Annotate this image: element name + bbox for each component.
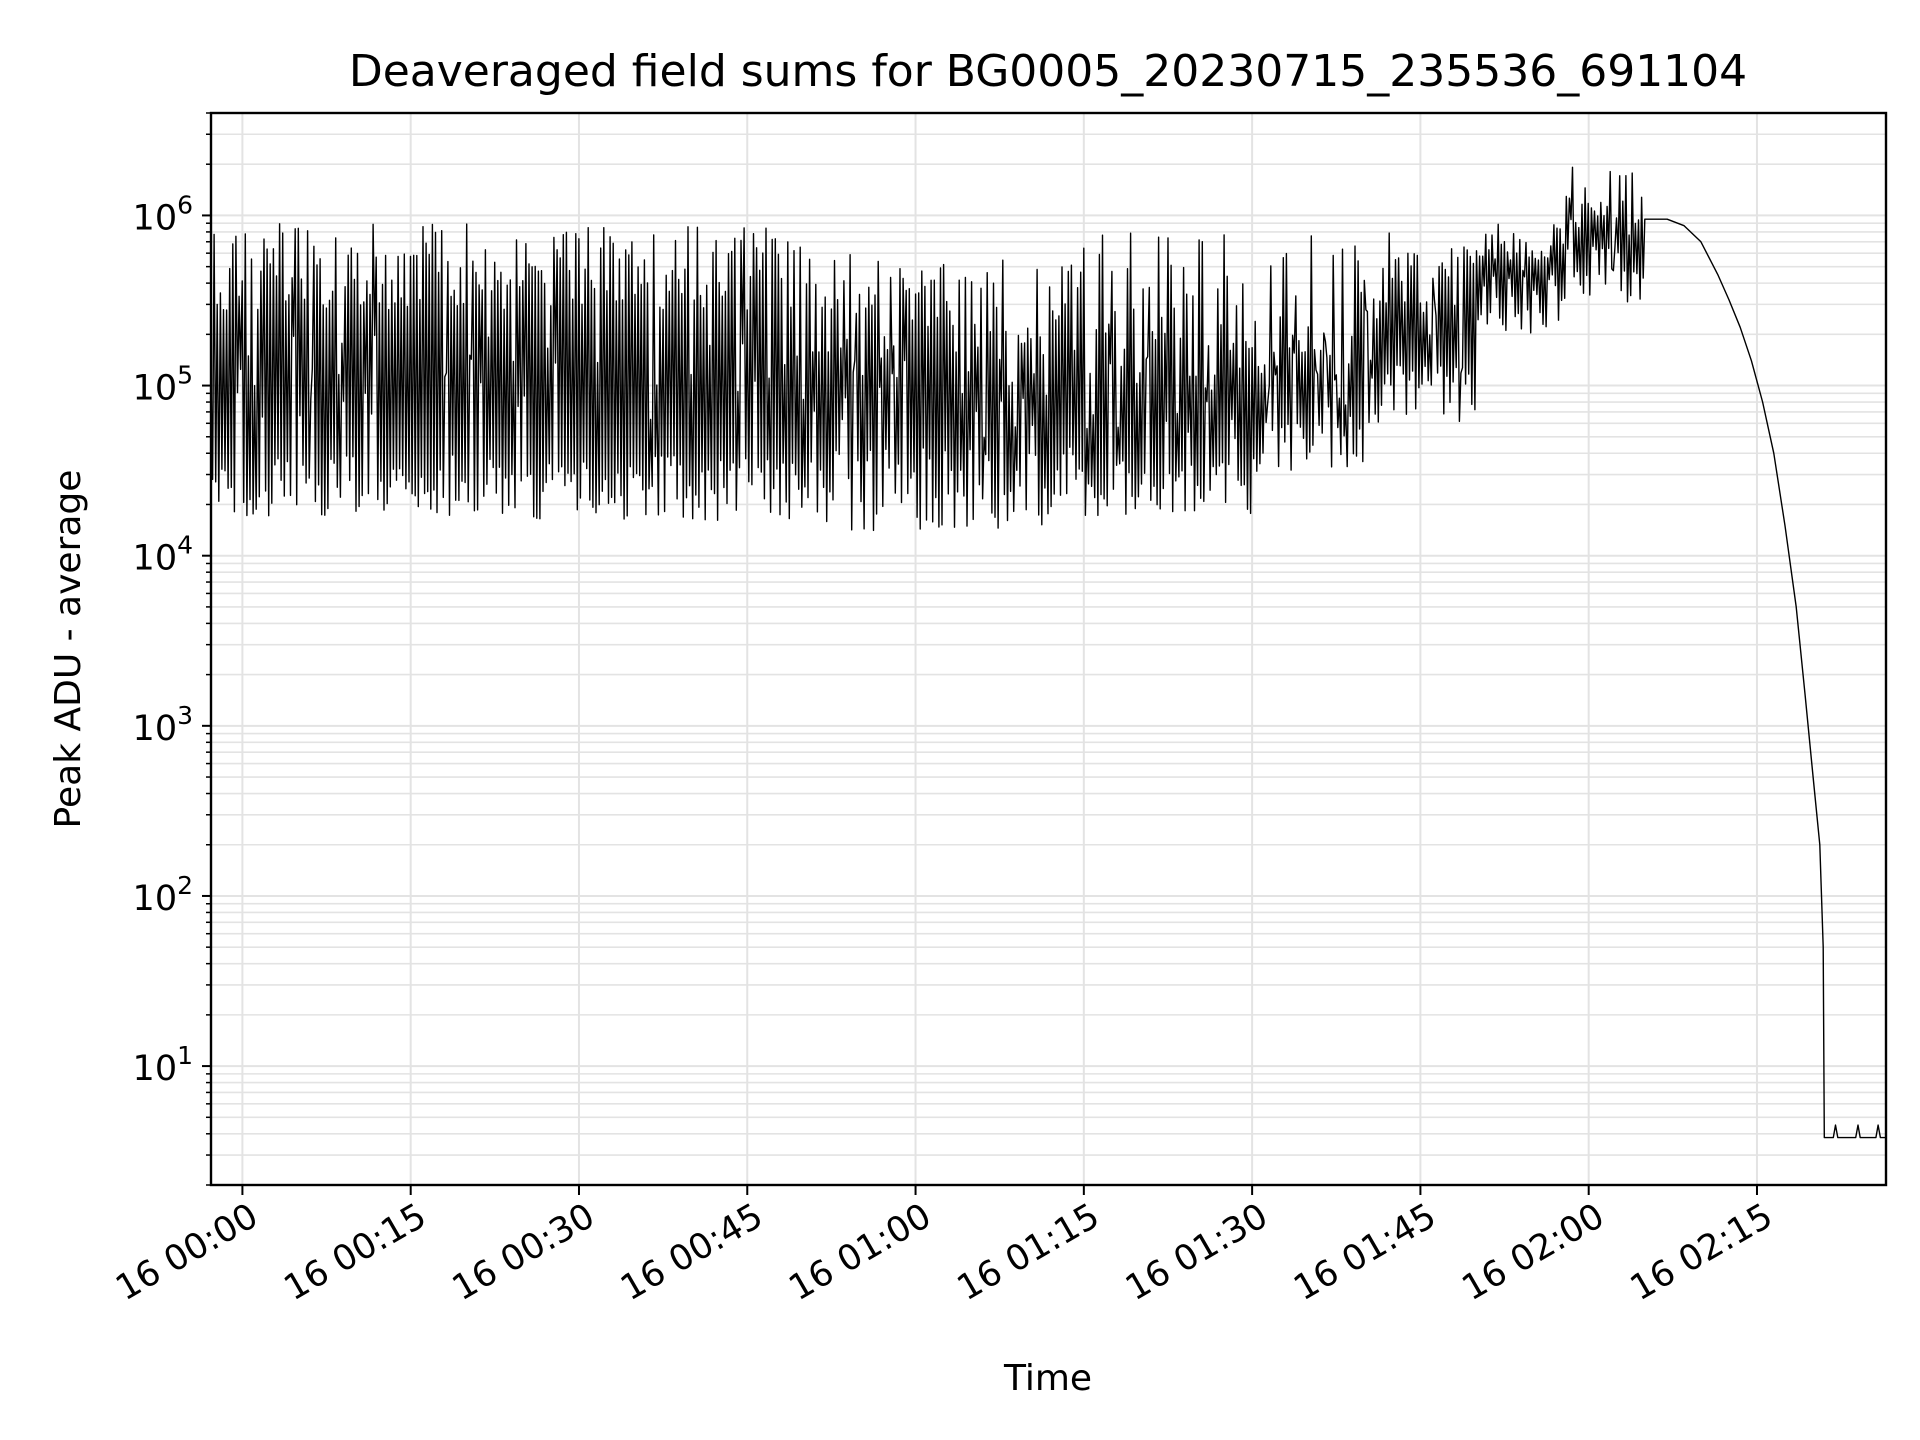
chart-title: Deaveraged field sums for BG0005_2023071… [349, 46, 1747, 97]
x-axis-label: Time [1003, 1358, 1092, 1399]
y-tick-label: 106 [133, 190, 193, 238]
y-axis: 101 102 103 104 105 106 [133, 112, 211, 1186]
series-layer [211, 166, 1886, 1139]
y-tick-label: 102 [133, 871, 193, 919]
plot-area-frame [209, 111, 1888, 1187]
y-axis-label: Peak ADU - average [48, 470, 89, 829]
y-tick-label: 105 [133, 361, 193, 409]
y-tick-label: 103 [133, 701, 193, 749]
series-line [211, 166, 1886, 1139]
y-tick-label: 101 [133, 1041, 193, 1089]
y-tick-label: 104 [133, 531, 193, 579]
